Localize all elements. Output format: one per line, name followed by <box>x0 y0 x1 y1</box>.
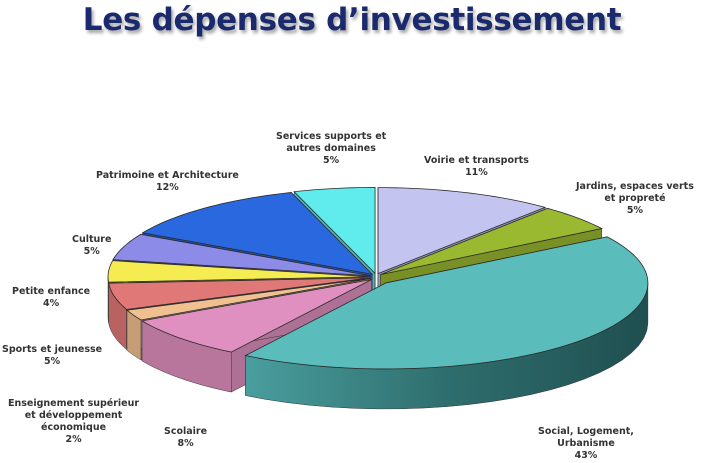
label-jardins: Jardins, espaces verts et propreté 5% <box>576 181 694 216</box>
slice-voirie-et-transports <box>377 187 547 275</box>
slice-patrimoine-et-architecture <box>141 192 374 275</box>
slice-culture <box>112 233 371 277</box>
slice-petite-enfance <box>107 260 371 283</box>
label-patrimoine: Patrimoine et Architecture 12% <box>96 170 239 193</box>
slice-social-logement-urbanisme <box>244 236 649 370</box>
slice-sports-et-jeunesse <box>108 277 371 310</box>
slice-scolaire <box>140 279 372 353</box>
label-petite-enfance: Petite enfance 4% <box>12 286 91 309</box>
slice-enseignement-sup-rieur-et-d-veloppement-conomique <box>125 278 371 321</box>
label-culture: Culture 5% <box>72 234 112 257</box>
label-voirie: Voirie et transports 11% <box>424 155 529 178</box>
label-social: Social, Logement, Urbanisme 43% <box>538 426 634 461</box>
label-sports: Sports et jeunesse 5% <box>2 344 103 367</box>
label-services: Services supports et autres domaines 5% <box>276 131 387 166</box>
page-title: Les dépenses d’investissement <box>82 2 622 38</box>
slice-jardins-espaces-verts-et-propret <box>380 207 603 276</box>
label-scolaire: Scolaire 8% <box>164 426 208 449</box>
label-enseignement: Enseignement supérieur et développement éc… <box>8 398 140 445</box>
slice-services-supports-et-autres-domaines <box>293 187 376 275</box>
